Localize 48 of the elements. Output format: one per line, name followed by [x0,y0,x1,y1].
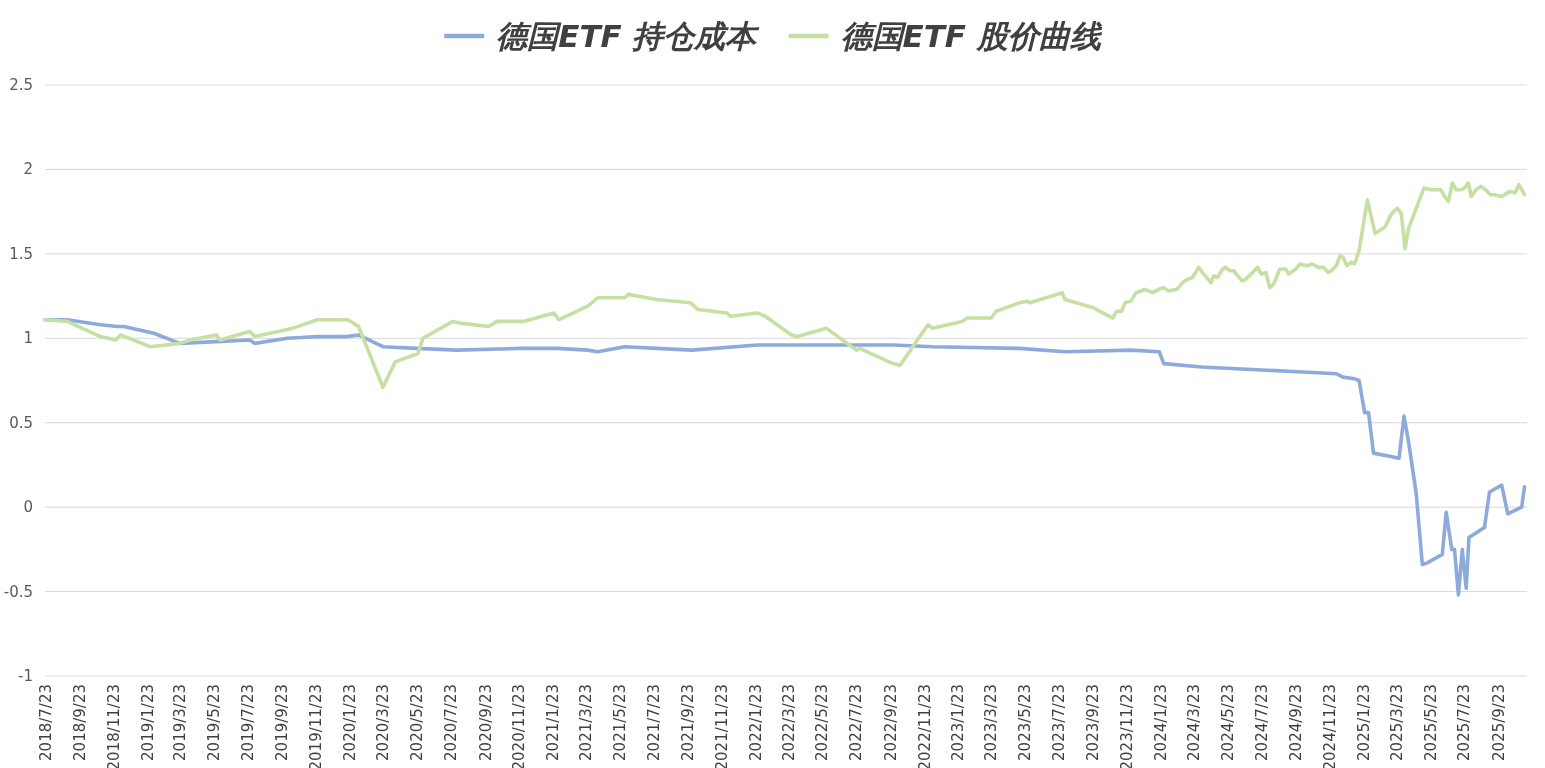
x-tick-label: 2022/5/23 [813,684,832,761]
y-tick-label: 0.5 [9,413,33,432]
x-tick-label: 2020/9/23 [476,684,495,761]
x-tick-label: 2021/5/23 [610,684,629,761]
x-tick-label: 2020/1/23 [341,684,360,761]
x-tick-label: 2023/3/23 [982,684,1001,761]
y-tick-label: 2 [23,160,33,179]
x-tick-label: 2025/5/23 [1421,684,1440,761]
x-tick-label: 2022/9/23 [881,684,900,761]
y-tick-label: -1 [18,667,33,685]
x-tick-label: 2023/7/23 [1049,684,1068,761]
line-series [43,181,1527,390]
x-tick-label: 2021/3/23 [577,684,595,761]
x-tick-label: 2024/7/23 [1252,684,1271,761]
x-tick-label: 2019/9/23 [273,684,292,761]
x-tick-label: 2019/1/23 [138,684,157,761]
y-tick-label: 1.5 [9,244,33,263]
x-tick-label: 2021/1/23 [544,684,563,761]
x-tick-label: 2024/3/23 [1185,684,1204,761]
y-tick-label: 0 [23,498,33,517]
x-tick-label: 2025/9/23 [1489,684,1508,761]
x-tick-label: 2025/3/23 [1387,684,1406,761]
legend-label: 德国ETF 股价曲线 [840,18,1103,54]
x-tick-label: 2025/1/23 [1355,684,1374,761]
y-tick-label: 1 [23,329,33,348]
x-tick-label: 2022/3/23 [779,684,798,761]
x-tick-label: 2025/7/23 [1455,684,1474,761]
y-tick-label: 2.5 [9,76,33,94]
x-tick-label: 2018/7/23 [36,684,55,761]
x-tick-label: 2022/7/23 [847,684,866,761]
y-tick-label: -0.5 [3,582,33,601]
x-tick-label: 2024/1/23 [1151,684,1170,761]
x-tick-label: 2019/7/23 [239,684,258,761]
x-tick-label: 2020/3/23 [374,684,393,761]
x-tick-label: 2022/1/23 [746,684,765,761]
x-tick-label: 2023/5/23 [1015,684,1034,761]
x-tick-label: 2019/5/23 [205,684,224,761]
x-tick-label: 2024/9/23 [1287,684,1306,761]
legend-label: 德国ETF 持仓成本 [496,18,761,54]
x-tick-label: 2020/5/23 [408,684,427,761]
x-tick-label: 2023/1/23 [949,684,968,761]
x-tick-label: 2021/7/23 [644,684,663,761]
x-tick-label: 2021/9/23 [679,684,698,761]
x-tick-label: 2020/7/23 [442,684,461,761]
x-tick-label: 2018/9/23 [70,684,89,761]
x-tick-label: 2023/9/23 [1084,684,1103,761]
x-tick-label: 2024/5/23 [1219,684,1238,761]
x-tick-label: 2019/3/23 [171,684,190,761]
